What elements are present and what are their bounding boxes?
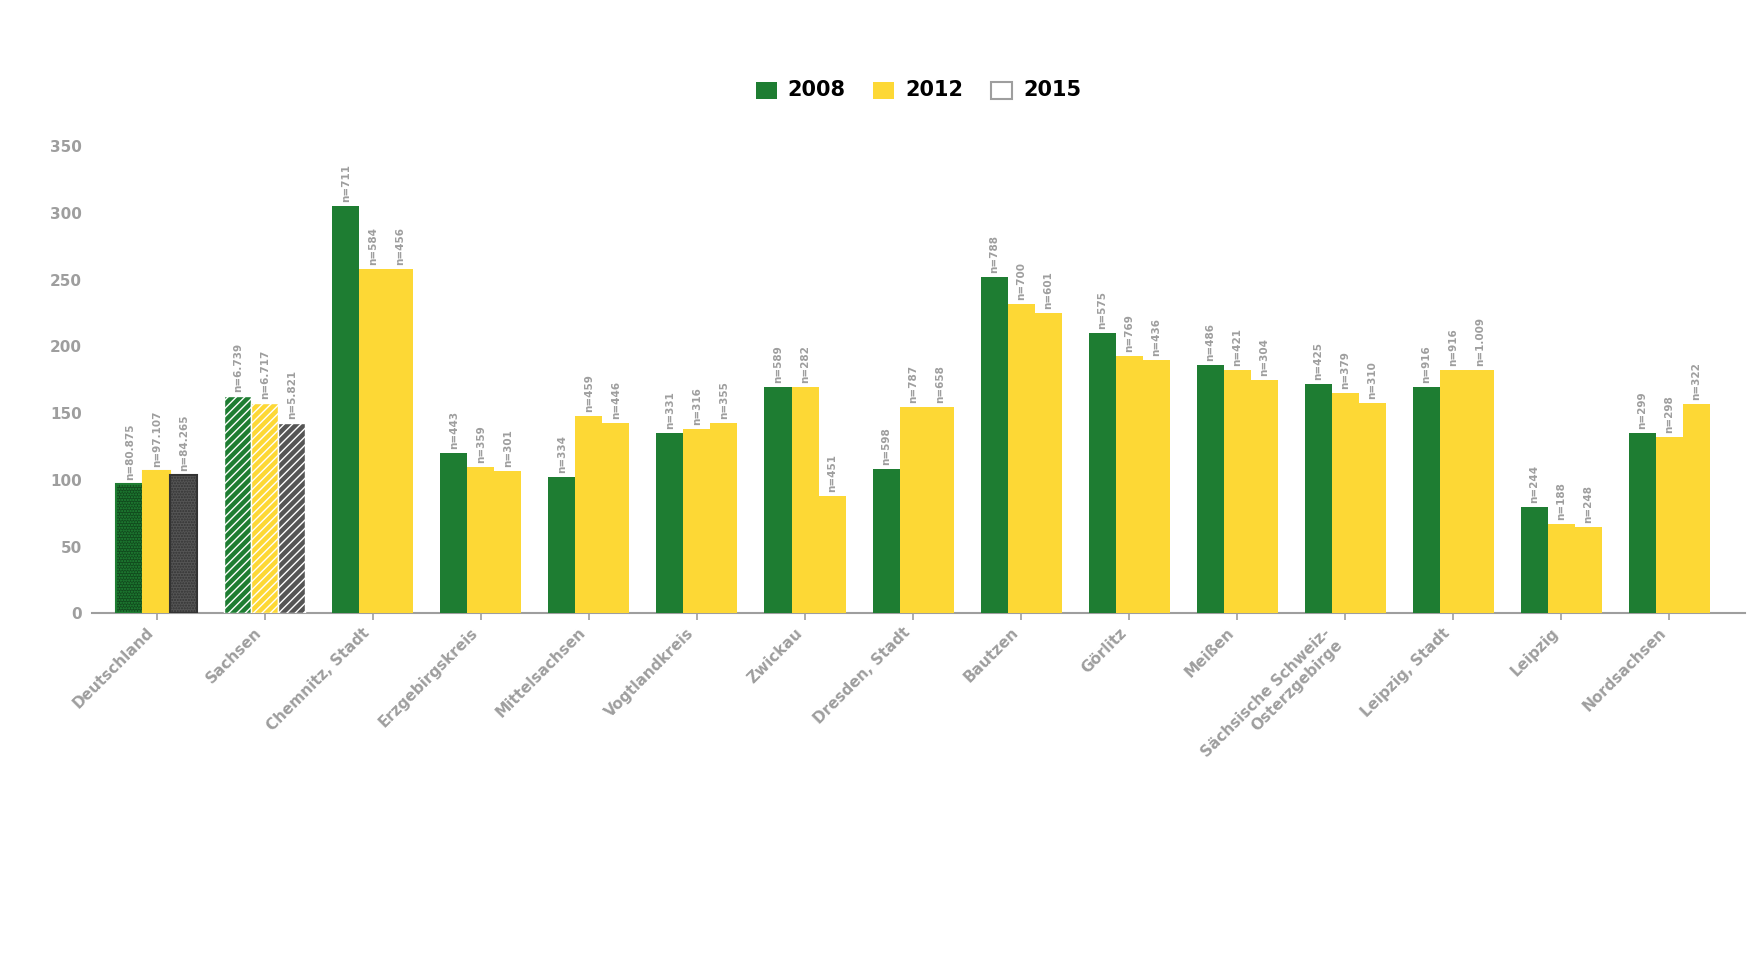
Text: n=188: n=188 xyxy=(1556,482,1566,520)
Bar xyxy=(980,277,1007,613)
Text: n=658: n=658 xyxy=(935,365,945,402)
Bar xyxy=(1251,380,1278,613)
Bar xyxy=(1035,313,1061,613)
Text: n=769: n=769 xyxy=(1125,314,1133,351)
Bar xyxy=(1197,365,1223,613)
Text: n=1.009: n=1.009 xyxy=(1475,318,1485,367)
Text: n=598: n=598 xyxy=(882,427,891,466)
Text: n=355: n=355 xyxy=(720,381,729,419)
Bar xyxy=(387,269,414,613)
Text: n=334: n=334 xyxy=(556,435,567,473)
Bar xyxy=(683,429,711,613)
Bar xyxy=(143,470,171,613)
Bar xyxy=(440,453,468,613)
Bar xyxy=(495,470,521,613)
Bar xyxy=(468,467,495,613)
Bar xyxy=(1142,360,1170,613)
Text: n=451: n=451 xyxy=(827,454,838,492)
Bar xyxy=(333,206,359,613)
Text: n=787: n=787 xyxy=(908,365,919,402)
Bar xyxy=(792,387,818,613)
Bar xyxy=(1223,371,1251,613)
Text: n=589: n=589 xyxy=(773,345,783,382)
Text: n=6.739: n=6.739 xyxy=(232,343,243,392)
Text: n=421: n=421 xyxy=(1232,328,1243,367)
Bar xyxy=(1466,371,1494,613)
Text: n=436: n=436 xyxy=(1151,318,1162,356)
Text: n=84.265: n=84.265 xyxy=(180,414,188,470)
Bar xyxy=(656,433,683,613)
Bar xyxy=(873,469,899,613)
Bar xyxy=(576,416,602,613)
Legend: 2008, 2012, 2015: 2008, 2012, 2015 xyxy=(750,74,1086,105)
Bar xyxy=(1116,356,1142,613)
Text: n=298: n=298 xyxy=(1665,396,1674,433)
Text: n=359: n=359 xyxy=(475,424,486,463)
Bar xyxy=(171,474,197,613)
Bar xyxy=(1304,384,1332,613)
Bar xyxy=(899,406,926,613)
Bar xyxy=(1628,433,1656,613)
Bar xyxy=(1683,404,1711,613)
Text: n=310: n=310 xyxy=(1368,361,1378,398)
Text: n=700: n=700 xyxy=(1016,262,1026,300)
Bar xyxy=(1413,387,1440,613)
Text: n=322: n=322 xyxy=(1691,362,1702,400)
Bar xyxy=(224,396,252,613)
Text: n=486: n=486 xyxy=(1206,324,1214,361)
Bar xyxy=(1359,402,1385,613)
Text: n=5.821: n=5.821 xyxy=(287,370,297,419)
Bar xyxy=(1521,507,1547,613)
Text: n=916: n=916 xyxy=(1448,328,1459,367)
Bar xyxy=(359,269,387,613)
Bar xyxy=(1089,333,1116,613)
Text: n=304: n=304 xyxy=(1258,338,1269,375)
Bar xyxy=(116,484,143,613)
Bar xyxy=(818,496,845,613)
Bar xyxy=(278,422,304,613)
Text: n=601: n=601 xyxy=(1044,272,1052,309)
Text: n=711: n=711 xyxy=(341,164,350,203)
Bar xyxy=(1440,371,1466,613)
Text: n=97.107: n=97.107 xyxy=(151,410,162,467)
Text: n=379: n=379 xyxy=(1339,351,1350,389)
Text: n=282: n=282 xyxy=(801,345,810,382)
Text: n=316: n=316 xyxy=(692,387,702,425)
Bar xyxy=(1547,524,1575,613)
Text: n=331: n=331 xyxy=(665,392,674,429)
Bar xyxy=(1332,394,1359,613)
Text: n=575: n=575 xyxy=(1096,291,1107,329)
Text: n=916: n=916 xyxy=(1422,345,1431,382)
Text: n=244: n=244 xyxy=(1529,465,1540,503)
Text: n=584: n=584 xyxy=(368,228,378,265)
Text: n=6.717: n=6.717 xyxy=(260,349,269,398)
Text: n=788: n=788 xyxy=(989,235,1000,273)
Bar xyxy=(926,406,954,613)
Text: n=80.875: n=80.875 xyxy=(125,423,136,480)
Bar xyxy=(711,422,737,613)
Bar xyxy=(116,484,143,613)
Text: n=459: n=459 xyxy=(584,374,593,412)
Text: n=299: n=299 xyxy=(1637,392,1647,429)
Text: n=443: n=443 xyxy=(449,411,459,449)
Bar xyxy=(602,422,630,613)
Text: n=456: n=456 xyxy=(394,228,405,265)
Text: n=425: n=425 xyxy=(1313,342,1324,380)
Bar xyxy=(252,402,278,613)
Bar xyxy=(1007,303,1035,613)
Text: n=446: n=446 xyxy=(611,380,621,419)
Text: n=301: n=301 xyxy=(503,429,512,467)
Text: n=248: n=248 xyxy=(1584,485,1593,522)
Bar xyxy=(549,477,576,613)
Bar xyxy=(764,387,792,613)
Bar xyxy=(1656,437,1683,613)
Bar xyxy=(1575,527,1602,613)
